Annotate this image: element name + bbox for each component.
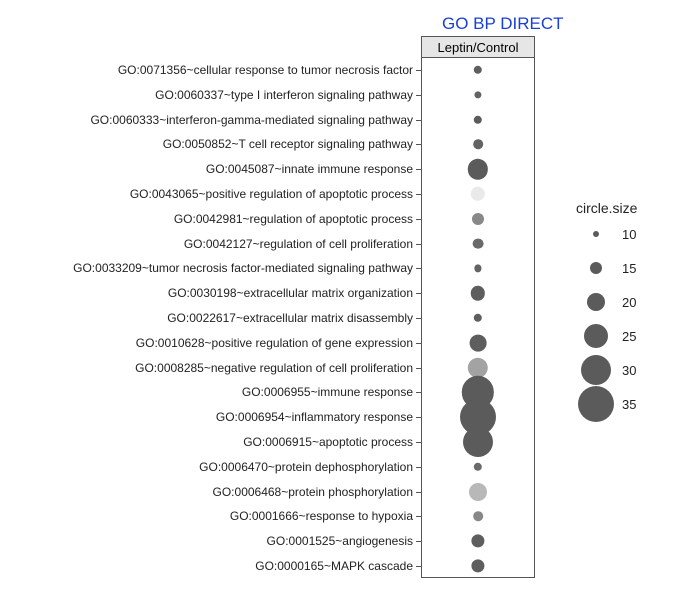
axis-tick: [416, 144, 421, 145]
axis-tick: [416, 70, 421, 71]
axis-tick: [416, 169, 421, 170]
legend-circle: [581, 355, 611, 385]
row-label: GO:0022617~extracellular matrix disassem…: [167, 311, 413, 325]
bubble: [463, 427, 493, 457]
axis-tick: [416, 343, 421, 344]
axis-tick: [416, 95, 421, 96]
legend-label: 20: [622, 295, 636, 310]
row-label: GO:0060333~interferon-gamma-mediated sig…: [90, 113, 413, 127]
axis-tick: [416, 566, 421, 567]
legend-circle: [578, 386, 614, 422]
legend-label: 35: [622, 397, 636, 412]
bubble: [473, 238, 484, 249]
axis-tick: [416, 492, 421, 493]
row-label: GO:0042981~regulation of apoptotic proce…: [174, 212, 413, 226]
row-label: GO:0001666~response to hypoxia: [230, 509, 413, 523]
axis-tick: [416, 120, 421, 121]
row-label: GO:0043065~positive regulation of apopto…: [130, 187, 413, 201]
row-label: GO:0000165~MAPK cascade: [255, 559, 413, 573]
row-label: GO:0071356~cellular response to tumor ne…: [118, 63, 413, 77]
chart-title: GO BP DIRECT: [442, 14, 564, 34]
column-header: Leptin/Control: [421, 36, 535, 58]
legend-circle: [593, 231, 599, 237]
axis-tick: [416, 442, 421, 443]
row-label: GO:0001525~angiogenesis: [267, 534, 413, 548]
legend-circle: [590, 262, 602, 274]
row-label: GO:0033209~tumor necrosis factor-mediate…: [73, 261, 413, 275]
row-label: GO:0006915~apoptotic process: [243, 435, 413, 449]
legend-label: 30: [622, 363, 636, 378]
bubble: [473, 140, 483, 150]
axis-tick: [416, 293, 421, 294]
bubble: [469, 483, 487, 501]
row-label: GO:0006468~protein phosphorylation: [213, 485, 413, 499]
axis-tick: [416, 244, 421, 245]
axis-tick: [416, 219, 421, 220]
row-label: GO:0006470~protein dephosphorylation: [199, 460, 413, 474]
axis-tick: [416, 194, 421, 195]
row-label: GO:0045087~innate immune response: [206, 162, 413, 176]
axis-tick: [416, 541, 421, 542]
row-label: GO:0030198~extracellular matrix organiza…: [168, 286, 413, 300]
legend-label: 25: [622, 329, 636, 344]
axis-tick: [416, 516, 421, 517]
legend-label: 15: [622, 261, 636, 276]
axis-tick: [416, 467, 421, 468]
axis-tick: [416, 268, 421, 269]
legend-title: circle.size: [576, 200, 637, 216]
row-label: GO:0006954~inflammatory response: [216, 410, 413, 424]
row-label: GO:0042127~regulation of cell proliferat…: [184, 237, 413, 251]
go-bp-bubble-chart: GO BP DIRECT Leptin/Control GO:0071356~c…: [0, 0, 696, 596]
bubble: [470, 334, 487, 351]
legend-label: 10: [622, 227, 636, 242]
bubble: [473, 512, 483, 522]
axis-tick: [416, 368, 421, 369]
axis-tick: [416, 417, 421, 418]
row-label: GO:0050852~T cell receptor signaling pat…: [163, 137, 413, 151]
axis-tick: [416, 318, 421, 319]
row-label: GO:0060337~type I interferon signaling p…: [155, 88, 413, 102]
axis-tick: [416, 392, 421, 393]
legend-circle: [584, 324, 608, 348]
row-label: GO:0008285~negative regulation of cell p…: [135, 361, 413, 375]
legend-circle: [587, 293, 605, 311]
row-label: GO:0006955~immune response: [242, 385, 413, 399]
row-label: GO:0010628~positive regulation of gene e…: [136, 336, 413, 350]
bubble: [472, 213, 484, 225]
